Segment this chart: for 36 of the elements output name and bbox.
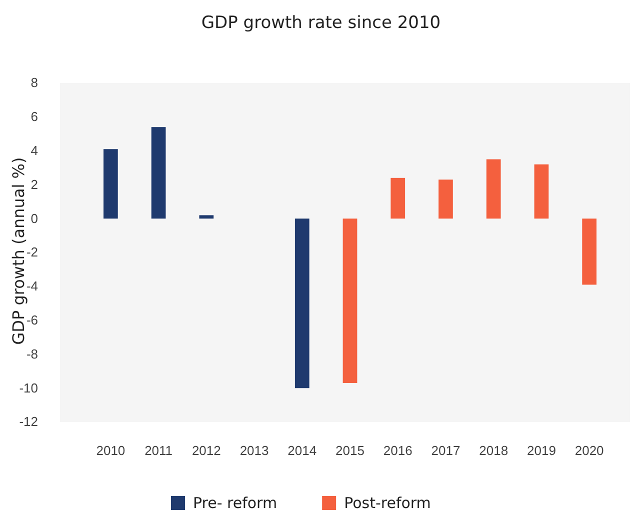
x-tick-label: 2013 — [240, 443, 269, 458]
y-axis-title: GDP growth (annual %) — [9, 157, 28, 345]
x-tick-label: 2018 — [479, 443, 508, 458]
x-tick-label: 2014 — [288, 443, 317, 458]
x-tick-label: 2019 — [526, 443, 556, 458]
y-tick-label: 0 — [30, 210, 38, 226]
y-tick-label: -8 — [26, 346, 38, 362]
chart-title: GDP growth rate since 2010 — [201, 13, 441, 33]
x-tick-label: 2011 — [144, 443, 173, 458]
x-tick-label: 2012 — [192, 443, 221, 458]
y-tick-label: -2 — [26, 244, 38, 260]
legend-label: Post-reform — [344, 494, 431, 512]
legend-label: Pre- reform — [193, 494, 278, 512]
bar — [438, 180, 453, 219]
bar — [534, 164, 549, 219]
y-tick-label: -6 — [26, 312, 38, 328]
x-tick-label: 2015 — [336, 443, 364, 458]
y-tick-label: 4 — [30, 142, 38, 158]
x-tick-label: 2017 — [431, 443, 460, 458]
x-tick-label: 2016 — [383, 443, 412, 458]
bar — [151, 127, 166, 219]
y-tick-label: -12 — [19, 414, 38, 430]
x-tick-label: 2010 — [96, 443, 126, 458]
bar — [199, 215, 214, 219]
bar — [342, 218, 358, 384]
bar — [294, 218, 310, 388]
y-tick-label: 2 — [30, 176, 38, 192]
y-tick-label: 6 — [30, 109, 38, 124]
bar — [582, 218, 596, 285]
bar — [486, 159, 501, 219]
y-tick-label: 8 — [30, 75, 38, 90]
bar — [104, 149, 118, 219]
x-tick-label: 2020 — [574, 443, 604, 458]
y-tick-label: -4 — [26, 278, 38, 294]
y-tick-label: -10 — [19, 380, 38, 396]
bar — [390, 178, 406, 219]
